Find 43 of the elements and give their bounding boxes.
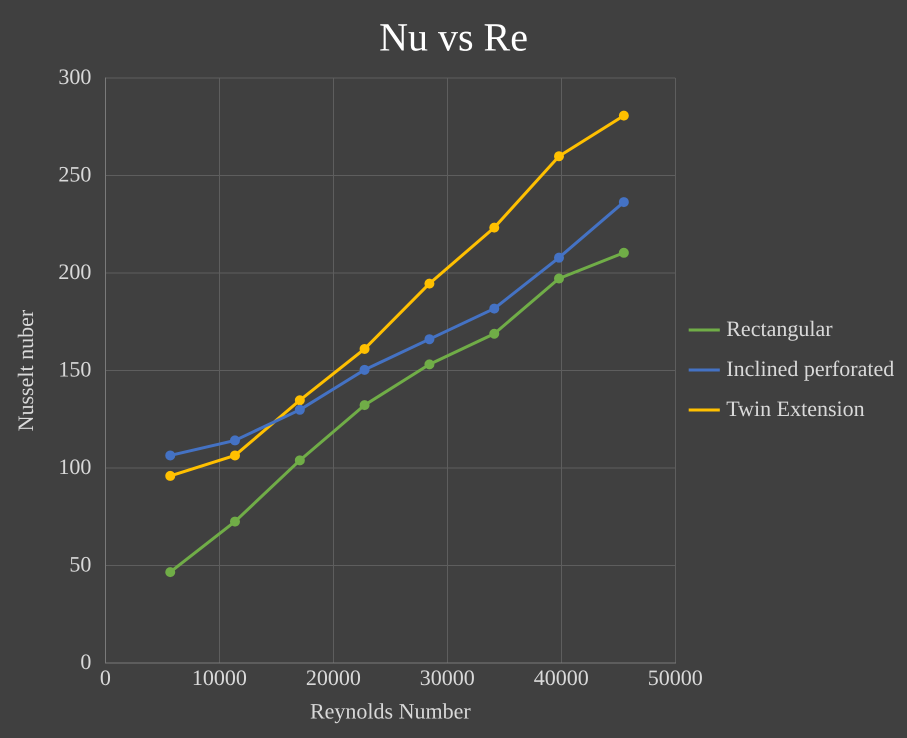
point — [554, 252, 564, 263]
legend-label: Inclined perforated — [726, 356, 894, 381]
point — [618, 248, 629, 258]
x-tick-label: 30000 — [420, 665, 475, 690]
point — [489, 328, 500, 339]
point — [618, 110, 629, 121]
point — [360, 364, 370, 375]
y-tick-label: 300 — [58, 64, 92, 89]
legend-label: Twin Extension — [726, 396, 865, 421]
point — [424, 334, 434, 344]
point — [360, 400, 370, 410]
x-tick-label: 50000 — [648, 665, 703, 690]
point — [424, 278, 434, 289]
point — [294, 455, 305, 466]
y-tick-label: 0 — [80, 648, 92, 674]
y-tick-label: 150 — [58, 356, 92, 382]
x-tick-label: 20000 — [306, 665, 361, 690]
point — [165, 450, 176, 460]
point — [554, 151, 564, 162]
y-tick-label: 50 — [69, 551, 92, 576]
legend-label: Rectangular — [726, 316, 834, 341]
y-axis-title: Nusselt nuber — [12, 309, 38, 432]
point — [230, 450, 240, 460]
point — [554, 274, 564, 284]
x-tick-label: 0 — [100, 665, 111, 690]
x-tick-label: 40000 — [534, 665, 589, 690]
point — [230, 516, 240, 527]
point — [489, 304, 500, 314]
point — [165, 470, 176, 481]
point — [424, 359, 434, 370]
y-tick-label: 250 — [58, 161, 92, 186]
x-axis-title: Reynolds Number — [310, 698, 472, 724]
point — [294, 395, 305, 406]
y-tick-label: 200 — [58, 258, 92, 284]
chart-title: Nu vs Re — [379, 14, 528, 60]
point — [618, 197, 629, 208]
point — [489, 222, 500, 233]
y-tick-label: 100 — [58, 454, 92, 479]
point — [294, 404, 305, 415]
point — [230, 435, 240, 446]
point — [360, 344, 370, 354]
x-tick-label: 10000 — [192, 665, 247, 690]
point — [165, 567, 176, 578]
